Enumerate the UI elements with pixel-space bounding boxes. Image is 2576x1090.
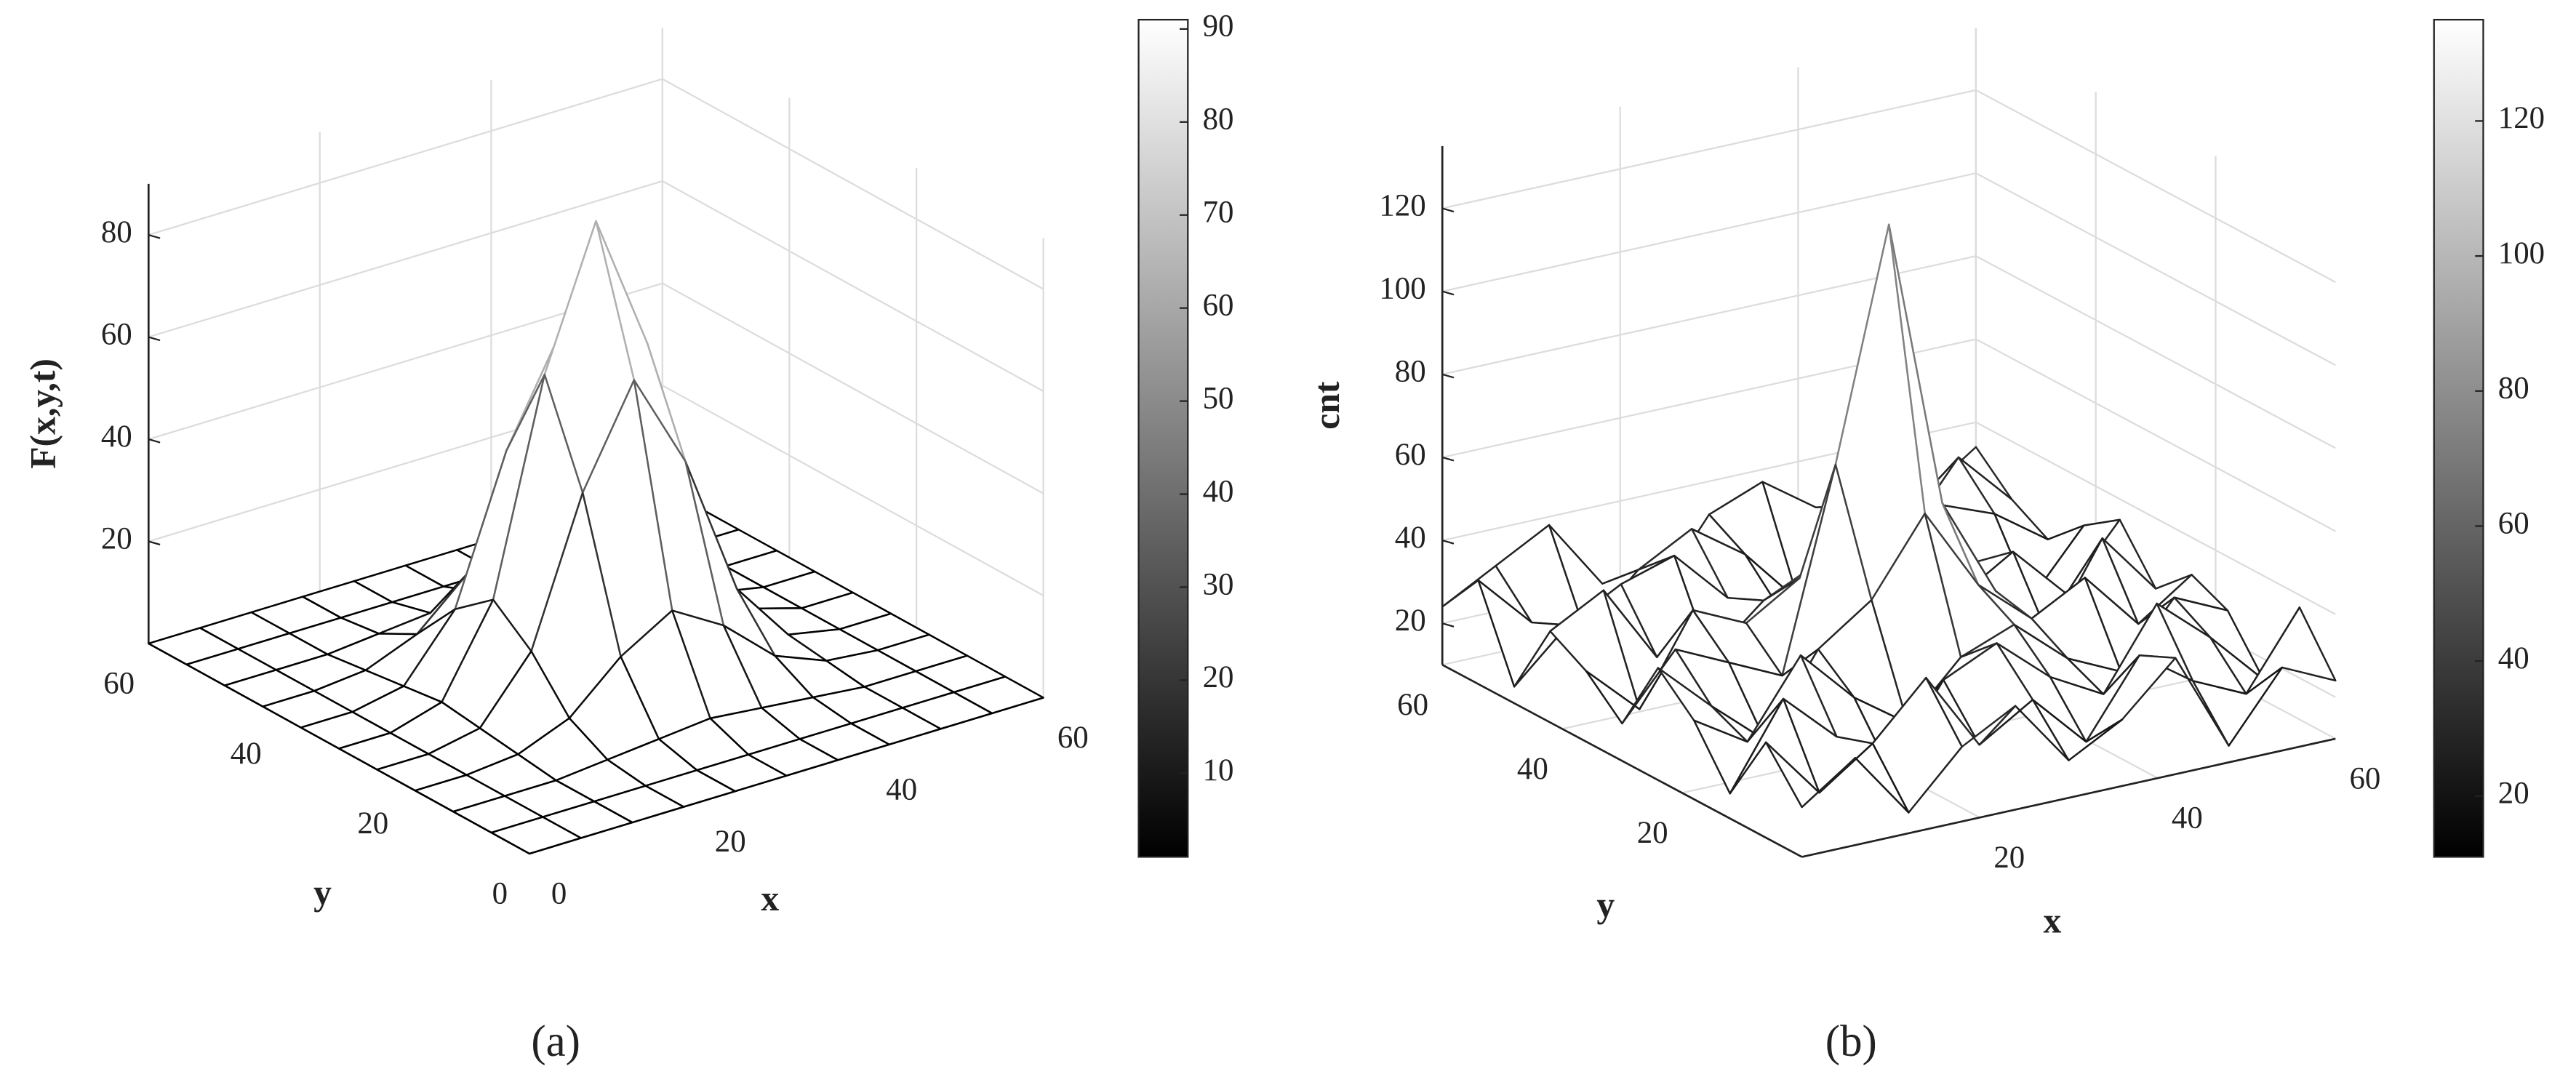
x-axis — [1801, 737, 2336, 858]
mesh-cell — [1764, 741, 1857, 809]
z-tick-label: 20 — [101, 521, 132, 556]
z-tick — [1441, 373, 1455, 379]
z-tick-label: 80 — [101, 215, 132, 249]
surface — [1441, 223, 2337, 814]
z-tick-label: 40 — [101, 420, 132, 454]
y-tick-label: 40 — [231, 737, 262, 771]
x-tick-label: 40 — [886, 772, 917, 806]
y-axis-label: y — [313, 873, 332, 913]
x-tick-label: 60 — [2350, 761, 2381, 796]
z-tick-label: 60 — [101, 317, 132, 351]
colorbar-tick-label: 30 — [1203, 567, 1234, 601]
colorbar-tick-label: 80 — [2498, 372, 2529, 406]
z-tick — [1441, 540, 1455, 545]
y-tick-label: 60 — [1397, 688, 1428, 722]
z-tick-label: 60 — [1395, 438, 1426, 472]
y-tick-label: 40 — [1517, 752, 1548, 786]
colorbar-tick-label: 20 — [2498, 777, 2529, 811]
z-tick-label: 100 — [1379, 272, 1425, 306]
colorbar-tick-label: 50 — [1203, 381, 1234, 415]
colorbar-tick-label: 80 — [1203, 103, 1234, 137]
mesh-cell — [490, 816, 582, 855]
z-axis-label: cnt — [1307, 381, 1347, 430]
surface — [148, 220, 1044, 855]
z-tick — [1441, 290, 1455, 296]
y-axis-label: y — [1596, 885, 1615, 925]
colorbar-tick-label: 20 — [1203, 660, 1234, 694]
z-tick-label: 20 — [1395, 604, 1426, 638]
colorbar-tick-label: 60 — [2498, 506, 2529, 540]
z-tick — [1441, 622, 1455, 628]
x-tick-label: 20 — [715, 825, 746, 859]
y-tick-label: 20 — [357, 806, 388, 841]
mesh-cell — [2245, 606, 2337, 695]
caption: (b) — [1825, 1017, 1877, 1066]
colorbar-tick-label: 10 — [1203, 753, 1234, 788]
colorbar-tick-label: 60 — [1203, 289, 1234, 323]
z-axis-label: F(x,y,t) — [23, 358, 63, 469]
z-tick — [148, 336, 161, 342]
colorbar-tick-label: 40 — [2498, 641, 2529, 676]
colorbar — [1137, 18, 1189, 858]
colorbar-tick-label: 70 — [1203, 196, 1234, 230]
colorbar-tick-label: 40 — [1203, 474, 1234, 508]
x-axis-label: x — [2043, 900, 2061, 940]
z-tick — [148, 540, 161, 546]
colorbar — [2433, 18, 2484, 858]
y-tick-label: 0 — [492, 876, 508, 910]
x-tick-label: 20 — [1993, 841, 2025, 875]
z-tick — [1441, 456, 1455, 462]
y-tick-label: 60 — [103, 666, 135, 700]
colorbar-tick-label: 120 — [2498, 101, 2545, 135]
x-tick-label: 60 — [1057, 721, 1089, 755]
z-tick — [1441, 207, 1455, 213]
x-tick-label: 0 — [551, 876, 567, 910]
y-axis — [1441, 664, 1803, 858]
colorbar-tick-label: 100 — [2498, 236, 2545, 271]
x-axis-label: x — [761, 878, 779, 918]
caption: (a) — [531, 1017, 580, 1066]
x-tick-label: 40 — [2172, 801, 2203, 835]
y-tick-label: 20 — [1637, 816, 1668, 850]
z-tick-label: 40 — [1395, 521, 1426, 555]
z-tick-label: 80 — [1395, 355, 1426, 389]
z-tick-label: 120 — [1379, 188, 1425, 223]
z-tick — [148, 233, 161, 239]
colorbar-tick-label: 90 — [1203, 9, 1234, 44]
z-tick — [148, 438, 161, 444]
